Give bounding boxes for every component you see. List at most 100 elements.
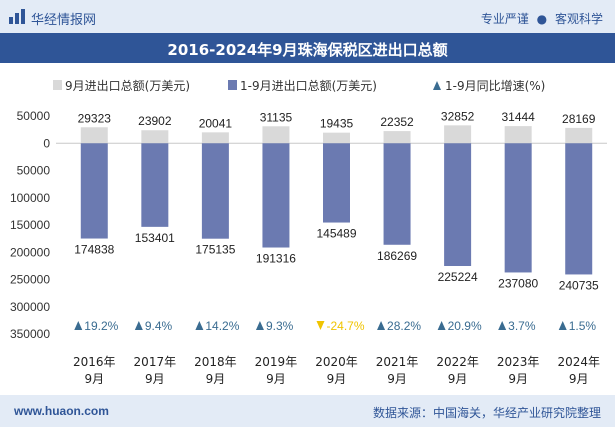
x-tick-label-year: 2016年 <box>73 355 116 369</box>
bar-monthly <box>262 126 290 144</box>
growth-marker-up <box>134 321 143 330</box>
growth-marker-up <box>437 321 446 330</box>
growth-marker-up <box>498 321 507 330</box>
x-tick-label-month: 9月 <box>569 372 589 386</box>
data-label-cumulative: 191316 <box>256 252 296 266</box>
data-label-growth: 20.9% <box>448 319 482 333</box>
x-tick-label-month: 9月 <box>206 372 226 386</box>
data-label-growth: 14.2% <box>205 319 239 333</box>
tagline-left: 专业严谨 <box>480 12 529 26</box>
bar-monthly <box>323 132 350 144</box>
x-tick-label-year: 2021年 <box>376 355 419 369</box>
growth-marker-up <box>255 321 264 330</box>
x-tick-label-month: 9月 <box>508 372 528 386</box>
bar-cumulative <box>444 143 472 266</box>
bar-monthly <box>201 132 229 144</box>
growth-marker-up <box>558 321 567 330</box>
bar-cumulative <box>201 143 229 239</box>
data-label-cumulative: 175135 <box>195 243 235 257</box>
bar-monthly <box>565 127 593 144</box>
growth-marker-up <box>377 321 386 330</box>
data-label-cumulative: 186269 <box>377 249 417 263</box>
data-label-monthly: 31135 <box>260 110 293 124</box>
data-label-monthly: 31444 <box>501 110 535 124</box>
y-tick-label: 350000 <box>10 327 50 341</box>
data-label-cumulative: 225224 <box>438 270 478 284</box>
bar-cumulative <box>141 143 169 227</box>
x-tick-label-month: 9月 <box>266 372 286 386</box>
legend-swatch-1 <box>53 80 62 90</box>
data-label-monthly: 20041 <box>199 116 233 130</box>
bar-monthly <box>141 130 169 144</box>
brand-name: 华经情报网 <box>31 13 97 28</box>
y-tick-label: 300000 <box>10 300 50 314</box>
x-tick-label-year: 2019年 <box>255 355 298 369</box>
y-tick-label: 100000 <box>10 191 50 205</box>
y-tick-label: 0 <box>43 136 50 150</box>
data-label-growth: 28.2% <box>387 319 421 333</box>
x-tick-label-month: 9月 <box>327 372 347 386</box>
bar-monthly <box>504 126 532 144</box>
data-label-monthly: 32852 <box>441 109 475 123</box>
legend-swatch-3 <box>433 81 441 90</box>
y-tick-label: 200000 <box>10 245 50 259</box>
data-label-growth: 3.7% <box>508 319 536 333</box>
x-tick-label-year: 2020年 <box>315 355 358 369</box>
data-label-cumulative: 145489 <box>316 227 356 241</box>
data-label-growth: -24.7% <box>327 319 365 333</box>
x-tick-label-month: 9月 <box>448 372 468 386</box>
data-label-cumulative: 237080 <box>498 276 538 290</box>
legend-swatch-2 <box>228 80 237 90</box>
data-label-monthly: 22352 <box>380 115 414 129</box>
tagline-right: 客观科学 <box>554 12 603 26</box>
data-label-monthly: 23902 <box>138 114 172 128</box>
bar-monthly <box>80 127 108 144</box>
data-label-cumulative: 153401 <box>135 231 175 245</box>
y-tick-label: 250000 <box>10 273 50 287</box>
bar-monthly <box>444 125 472 144</box>
data-label-growth: 1.5% <box>569 319 597 333</box>
data-label-cumulative: 174838 <box>74 243 114 257</box>
x-tick-label-month: 9月 <box>145 372 165 386</box>
bar-cumulative <box>565 143 593 275</box>
x-tick-label-year: 2018年 <box>194 355 237 369</box>
tagline-separator: ● <box>536 12 548 26</box>
x-tick-label-month: 9月 <box>84 372 104 386</box>
y-tick-label: 50000 <box>17 109 51 123</box>
data-label-growth: 9.3% <box>266 319 294 333</box>
data-source: 数据来源：中国海关，华经产业研究院整理 <box>372 406 601 420</box>
x-tick-label-year: 2022年 <box>436 355 479 369</box>
growth-marker-down <box>316 321 325 330</box>
y-tick-label: 150000 <box>10 218 50 232</box>
growth-marker-up <box>74 321 83 330</box>
bar-cumulative <box>262 143 290 248</box>
data-label-monthly: 29323 <box>78 111 112 125</box>
data-label-growth: 9.4% <box>145 319 173 333</box>
chart-title: 2016-2024年9月珠海保税区进出口总额 <box>167 41 448 59</box>
data-label-growth: 19.2% <box>84 319 118 333</box>
y-tick-label: 50000 <box>17 164 51 178</box>
bar-monthly <box>383 131 411 144</box>
data-label-monthly: 19435 <box>320 117 354 131</box>
website-link[interactable]: www.huaon.com <box>14 404 109 418</box>
x-tick-label-month: 9月 <box>387 372 407 386</box>
x-tick-label-year: 2024年 <box>557 355 600 369</box>
chart: 9月进出口总额(万美元) 1-9月进出口总额(万美元) 1-9月同比增速(%) 500… <box>10 79 607 386</box>
bar-cumulative <box>504 143 532 273</box>
legend-label-2: 1-9月进出口总额(万美元) <box>240 79 377 93</box>
bar-cumulative <box>80 143 108 239</box>
data-label-monthly: 28169 <box>562 112 596 126</box>
x-tick-label-year: 2023年 <box>497 355 540 369</box>
x-tick-label-year: 2017年 <box>134 355 177 369</box>
bar-cumulative <box>323 143 350 223</box>
bar-cumulative <box>383 143 411 245</box>
growth-marker-up <box>195 321 204 330</box>
legend-label-3: 1-9月同比增速(%) <box>445 79 545 93</box>
data-label-cumulative: 240735 <box>559 278 599 292</box>
tagline: 专业严谨 ● 客观科学 <box>481 10 603 27</box>
title-bar: 2016-2024年9月珠海保税区进出口总额 <box>0 33 615 63</box>
legend-label-1: 9月进出口总额(万美元) <box>65 79 190 93</box>
logo-icon <box>9 9 25 24</box>
top-banner: 华经情报网 专业严谨 ● 客观科学 <box>0 0 615 33</box>
footer: www.huaon.com 数据来源：中国海关，华经产业研究院整理 <box>0 395 615 427</box>
